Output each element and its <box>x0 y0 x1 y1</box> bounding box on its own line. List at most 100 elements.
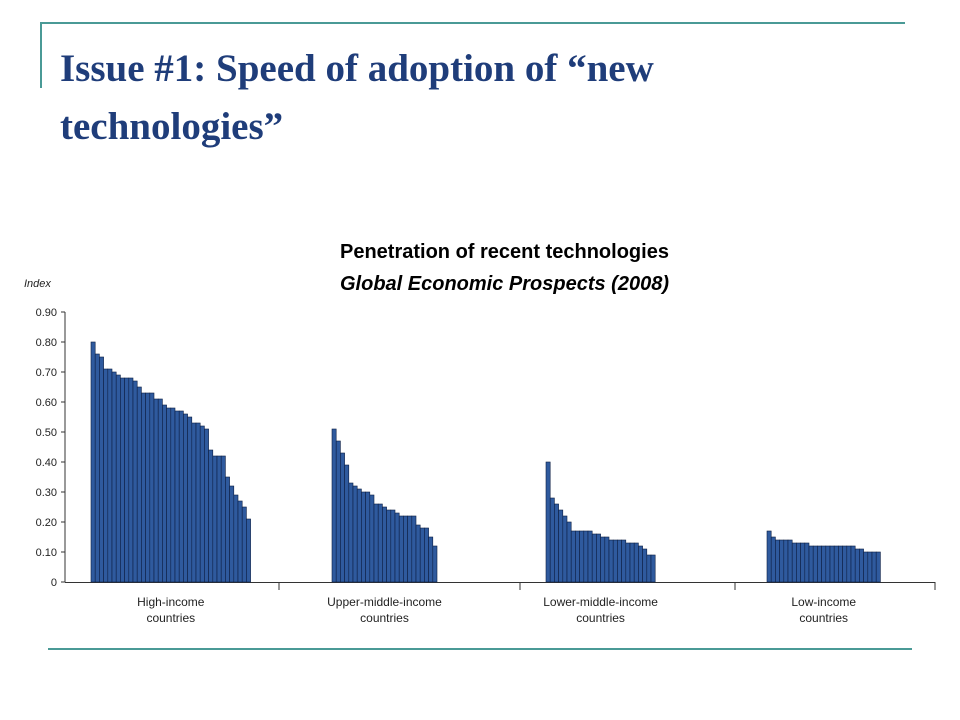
bar <box>141 392 146 583</box>
bar <box>621 539 627 583</box>
category-label: High-income <box>137 595 205 609</box>
bar <box>854 548 860 583</box>
bar <box>650 554 656 583</box>
bar <box>90 341 96 583</box>
bar <box>612 539 618 583</box>
bar <box>800 542 806 583</box>
category-label: countries <box>799 611 848 625</box>
bar <box>191 422 197 583</box>
bar <box>424 527 429 583</box>
bar <box>825 545 831 583</box>
bar <box>241 506 247 583</box>
bar <box>633 542 639 583</box>
bar <box>361 491 366 583</box>
bar <box>783 539 789 583</box>
bar <box>407 515 413 583</box>
bar <box>352 485 358 583</box>
bar <box>415 524 421 583</box>
bar <box>629 542 635 583</box>
chart-subtitle: Global Economic Prospects (2008) <box>340 273 669 295</box>
bar <box>348 482 354 583</box>
bar <box>199 425 205 583</box>
y-tick-label: 0.90 <box>36 307 57 319</box>
bar <box>174 410 180 583</box>
bar <box>608 539 614 583</box>
y-tick-label: 0.50 <box>36 427 57 439</box>
bar <box>587 530 593 583</box>
bar <box>157 398 163 583</box>
bar <box>554 503 559 583</box>
bar <box>859 548 864 583</box>
bar <box>596 533 601 583</box>
bar <box>136 386 142 583</box>
category-label: Low-income <box>791 595 856 609</box>
bar <box>842 545 848 583</box>
bar <box>583 530 589 583</box>
bar <box>428 536 434 583</box>
bar <box>791 542 797 583</box>
bar <box>170 407 176 583</box>
bar <box>149 392 155 583</box>
y-tick-label: 0.70 <box>36 367 57 379</box>
bar <box>850 545 856 583</box>
chart-title: Penetration of recent technologies <box>340 241 669 263</box>
top-rule <box>40 22 905 24</box>
bar <box>838 545 843 583</box>
bar <box>604 536 610 583</box>
bar <box>846 545 852 583</box>
bar <box>212 455 218 583</box>
bar <box>545 461 551 583</box>
y-tick-label: 0.40 <box>36 457 57 469</box>
bar <box>225 476 230 583</box>
bar <box>575 530 580 583</box>
bar <box>570 530 576 583</box>
y-tick-label: 0.10 <box>36 547 57 559</box>
bar <box>558 509 564 583</box>
bar <box>340 452 345 583</box>
bar <box>128 377 134 583</box>
bar <box>386 509 392 583</box>
bar <box>335 440 341 583</box>
bottom-rule <box>48 648 912 650</box>
bar <box>99 356 104 583</box>
category-label: Lower-middle-income <box>543 595 658 609</box>
bar <box>787 539 793 583</box>
bar <box>600 536 606 583</box>
bar <box>187 416 193 583</box>
bar <box>770 536 776 583</box>
bar <box>111 371 117 583</box>
bar <box>411 515 417 583</box>
bar <box>591 533 597 583</box>
bar <box>642 548 648 583</box>
bar <box>646 554 652 583</box>
bar <box>566 521 572 583</box>
bar <box>766 530 772 583</box>
y-tick-label: 0.20 <box>36 517 57 529</box>
bar <box>775 539 780 583</box>
bar <box>617 539 622 583</box>
bar <box>829 545 835 583</box>
y-axis-label: Index <box>24 278 51 290</box>
category-label: countries <box>146 611 195 625</box>
bar <box>178 410 184 583</box>
bar <box>871 551 877 583</box>
bar <box>107 368 113 583</box>
left-rule <box>40 22 42 88</box>
y-tick-label: 0.30 <box>36 487 57 499</box>
bar <box>432 545 438 583</box>
bar <box>233 494 239 583</box>
bar <box>821 545 827 583</box>
y-tick-label: 0.60 <box>36 397 57 409</box>
bar <box>373 503 379 583</box>
bar <box>237 500 243 583</box>
bar <box>796 542 801 583</box>
bar <box>162 404 167 583</box>
bar <box>867 551 873 583</box>
category-label: countries <box>576 611 625 625</box>
bar <box>390 509 396 583</box>
bar <box>331 428 337 583</box>
bar <box>562 515 568 583</box>
bar <box>132 380 138 583</box>
bar <box>204 428 209 583</box>
